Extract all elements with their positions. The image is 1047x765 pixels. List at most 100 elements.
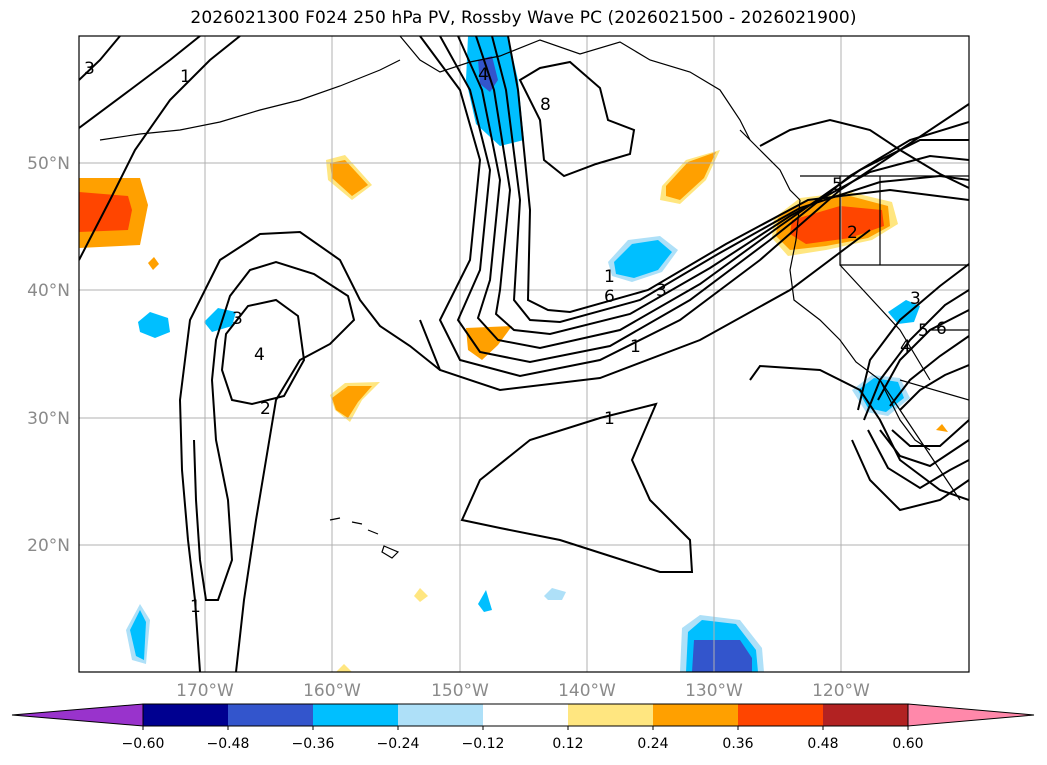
lon-label: 120°W <box>812 681 870 701</box>
shade-blue-170w <box>138 312 170 338</box>
shade-blue-117w <box>888 300 920 324</box>
contour-east-8 <box>889 335 969 407</box>
contour-bc-1 <box>759 118 969 189</box>
lat-label: 20°N <box>27 536 70 556</box>
contour-south-loop <box>460 402 694 573</box>
shade-blue-south-core <box>692 640 752 672</box>
contour-label: 2 <box>847 223 858 243</box>
lon-axis: 170°W 160°W 150°W 140°W 130°W 120°W <box>176 681 870 701</box>
shade-blue-16n-143w <box>544 588 566 600</box>
colorbar-extend-min <box>11 703 144 727</box>
contour-nw-1 <box>79 36 201 129</box>
contour-nw-3 <box>79 36 121 81</box>
border-mexico <box>899 379 969 401</box>
colorbar-segment <box>313 704 399 726</box>
contour-label: 3 <box>232 309 243 329</box>
colorbar-tick-label: 0.24 <box>637 736 668 752</box>
shade-dot-bottom <box>336 664 352 672</box>
contour-nw-2 <box>79 36 241 261</box>
contour-west-2 <box>193 260 356 672</box>
contour-jet-a <box>419 36 969 378</box>
lat-label: 50°N <box>27 154 70 174</box>
shade-dot-16n-153w <box>414 588 428 602</box>
shade-red-oregon <box>790 206 884 244</box>
contour-west-1 <box>178 230 441 672</box>
colorbar-segment <box>398 704 484 726</box>
border-states-3 <box>839 264 931 381</box>
colorbar-tick-label: −0.12 <box>462 736 505 752</box>
contour-8-loop <box>518 60 636 178</box>
contour-label: 3 <box>656 281 667 301</box>
shade-dot-166w <box>148 257 159 270</box>
shade-blue-161w <box>204 308 236 332</box>
coast-hawaii <box>329 517 400 559</box>
contour-east-3 <box>851 439 969 512</box>
contour-jet-c <box>457 36 969 350</box>
lat-axis: 50°N 40°N 30°N 20°N <box>27 154 70 556</box>
colorbar-ticks <box>142 726 909 730</box>
contour-label: 3 <box>84 59 95 79</box>
colorbar-tick-label: −0.24 <box>377 736 420 752</box>
coast-bc <box>739 129 801 201</box>
shade-blue-16n-148w <box>478 590 492 612</box>
coast-aleutians <box>99 59 401 141</box>
lon-label: 150°W <box>431 681 489 701</box>
contour-east-9 <box>891 419 969 447</box>
shade-blue-137w-core <box>614 240 672 278</box>
contour-west-3 <box>220 298 306 406</box>
lon-label: 140°W <box>558 681 616 701</box>
colorbar-tick-label: 0.60 <box>892 736 923 752</box>
colorbar-segment <box>738 704 824 726</box>
contour-label: 6 <box>936 319 947 339</box>
shade-blue-15n-west-core <box>130 610 146 660</box>
colorbar-segment <box>653 704 739 726</box>
colorbar: −0.60 −0.48 −0.36 −0.24 −0.12 0.12 0.24 0.36 0.4… <box>11 703 1035 752</box>
colorbar-labels: −0.60 −0.48 −0.36 −0.24 −0.12 0.12 0.24 0.36 0.4… <box>122 736 924 752</box>
plot-title: 2026021300 F024 250 hPa PV, Rossby Wave … <box>190 8 857 28</box>
contour-label: 2 <box>260 399 271 419</box>
colorbar-tick-label: 0.12 <box>552 736 583 752</box>
contour-east-2 <box>857 263 969 411</box>
colorbar-tick-label: −0.48 <box>207 736 250 752</box>
shade-orange-148w <box>466 326 512 360</box>
colorbar-tick-label: −0.60 <box>122 736 165 752</box>
colorbar-segment <box>143 704 229 726</box>
contour-label: 4 <box>900 337 911 357</box>
contour-jet-d <box>475 36 969 336</box>
contour-label: 1 <box>630 337 641 357</box>
contour-jet-e <box>491 36 969 324</box>
colorbar-tick-label: 0.36 <box>722 736 753 752</box>
graticule <box>79 36 969 672</box>
contour-label: 5 <box>832 175 843 195</box>
contour-label: 1 <box>604 409 615 429</box>
pv-contours <box>79 36 969 672</box>
lat-label: 30°N <box>27 409 70 429</box>
contour-jet-f <box>507 36 969 314</box>
contour-east-10 <box>899 364 969 411</box>
shade-red-west <box>79 192 132 232</box>
lon-label: 170°W <box>176 681 234 701</box>
contour-east-4 <box>863 289 969 421</box>
map-area <box>79 36 969 672</box>
lon-label: 160°W <box>303 681 361 701</box>
coast-baja <box>879 379 931 451</box>
colorbar-segment <box>823 704 909 726</box>
shade-orange-31n-core <box>332 386 372 418</box>
contour-labels: 3 1 4 8 5 2 1 6 3 1 3 4 2 1 1 3 4 5 6 <box>84 59 947 617</box>
coast-alaska <box>399 36 751 141</box>
colorbar-segment <box>228 704 314 726</box>
lat-label: 40°N <box>27 281 70 301</box>
contour-label: 4 <box>478 65 489 85</box>
contour-label: 3 <box>910 289 921 309</box>
contour-east-5 <box>867 429 969 490</box>
contour-label: 4 <box>254 345 265 365</box>
contour-label: 1 <box>190 597 201 617</box>
contour-label: 5 <box>918 321 929 341</box>
lon-label: 130°W <box>685 681 743 701</box>
colorbar-segments <box>11 703 1035 727</box>
shade-orange-134w-core <box>666 152 716 200</box>
contour-east-7 <box>879 429 969 468</box>
shade-orange-160w-core <box>330 160 368 196</box>
contour-east-6 <box>877 309 969 401</box>
